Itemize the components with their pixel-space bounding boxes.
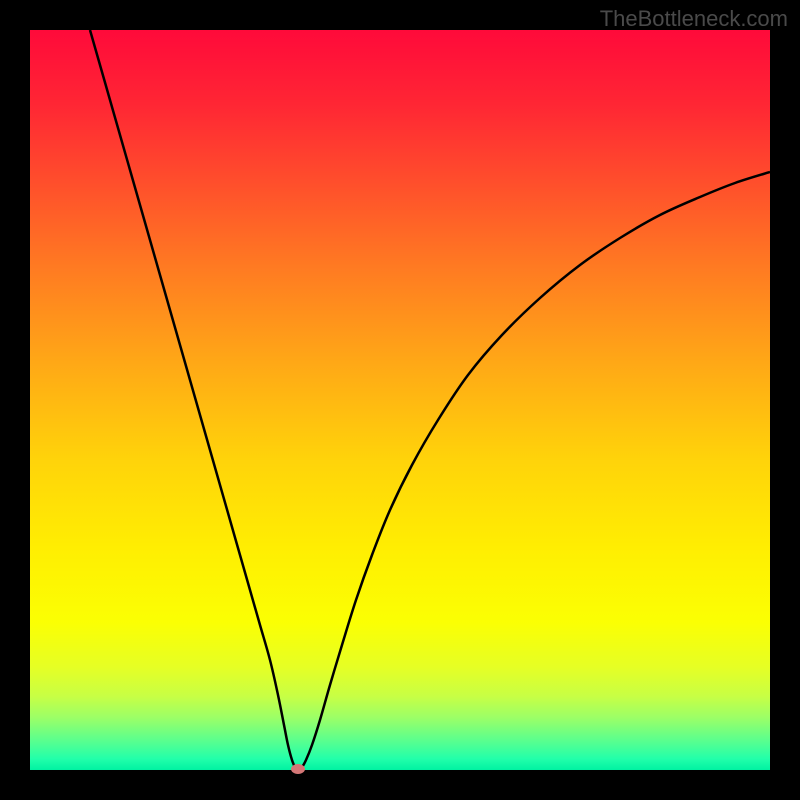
minimum-point-marker — [291, 764, 305, 774]
plot-area — [30, 30, 770, 770]
curve-line — [30, 30, 770, 770]
watermark-text: TheBottleneck.com — [600, 6, 788, 32]
